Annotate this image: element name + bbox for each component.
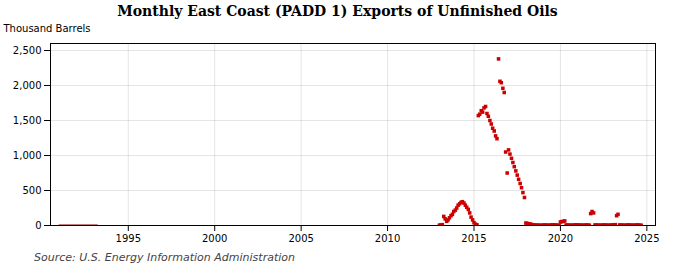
svg-text:2,000: 2,000 — [13, 80, 42, 91]
svg-text:1995: 1995 — [116, 233, 141, 244]
svg-text:2000: 2000 — [202, 233, 227, 244]
svg-text:1,500: 1,500 — [13, 115, 42, 126]
svg-text:2020: 2020 — [548, 233, 573, 244]
svg-text:Thousand Barrels: Thousand Barrels — [3, 23, 91, 34]
svg-text:2010: 2010 — [375, 233, 400, 244]
svg-text:2005: 2005 — [288, 233, 313, 244]
svg-text:2,500: 2,500 — [13, 45, 42, 56]
html-text:Monthly East Coast (PADD 1) Ex: Monthly East Coast (PADD 1) Exports of U… — [117, 3, 558, 19]
svg-text:1,000: 1,000 — [13, 150, 42, 161]
svg-text:2025: 2025 — [634, 233, 659, 244]
html-text:Source: U.S. Energy Informatio: Source: U.S. Energy Information Administ… — [34, 251, 295, 264]
svg-text:500: 500 — [22, 185, 41, 196]
svg-text:2015: 2015 — [461, 233, 486, 244]
svg-text:0: 0 — [35, 220, 41, 231]
